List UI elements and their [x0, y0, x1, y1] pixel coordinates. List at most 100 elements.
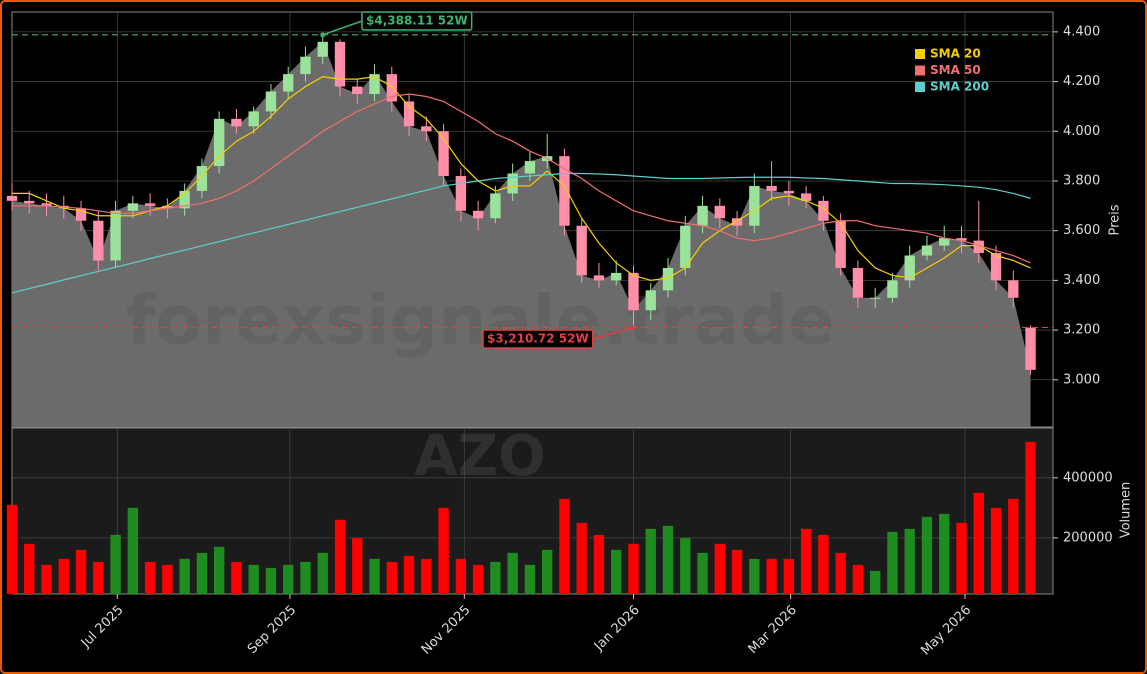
legend-label: SMA 200	[930, 80, 989, 94]
candle-body	[559, 156, 570, 226]
volume-bar	[300, 561, 311, 594]
candle-body	[576, 225, 587, 276]
volume-bar	[662, 525, 674, 594]
volume-tick-label: 400000	[1063, 470, 1113, 485]
candle-body	[714, 205, 725, 219]
volume-bar	[507, 552, 518, 594]
legend-swatch	[915, 65, 925, 76]
volume-bar	[645, 528, 656, 594]
volume-bar	[835, 552, 846, 594]
candle-body	[144, 203, 156, 206]
candle-body	[490, 193, 501, 219]
candle-body	[24, 200, 35, 204]
volume-tick-label: 200000	[1063, 530, 1113, 545]
volume-bar	[421, 558, 432, 594]
candle-body	[248, 111, 259, 127]
volume-bar	[93, 561, 104, 594]
candle-body	[421, 126, 432, 132]
y-tick-label: 4.400	[1063, 24, 1100, 39]
candle-body	[956, 238, 967, 241]
volume-bar	[870, 570, 881, 594]
volume-bar	[783, 558, 795, 594]
candle-body	[93, 220, 104, 261]
volume-bar	[24, 543, 35, 594]
candle-body	[300, 56, 311, 75]
candle-body	[904, 255, 915, 281]
volume-bar	[41, 564, 52, 594]
candle-body	[75, 208, 87, 221]
volume-bar	[75, 549, 87, 594]
volume-bar	[110, 534, 121, 594]
volume-bar	[714, 543, 725, 594]
sma-line	[12, 93, 1031, 264]
candle-body	[783, 190, 795, 194]
volume-bar	[1008, 498, 1019, 594]
volume-bar	[887, 531, 898, 594]
volume-bar	[455, 558, 467, 594]
candle-body	[6, 195, 18, 201]
volume-bar	[576, 522, 587, 594]
volume-bar	[369, 558, 380, 594]
candle-body	[870, 297, 881, 299]
volume-bar	[973, 492, 984, 594]
volume-bar	[749, 558, 760, 594]
candle-body	[1008, 280, 1019, 298]
volume-bar	[541, 549, 553, 594]
candle-body	[231, 118, 242, 127]
candle-body	[162, 205, 173, 209]
volume-bar	[283, 564, 294, 594]
candle-body	[835, 220, 846, 268]
volume-bar	[956, 522, 967, 594]
y-tick-label: 3.200	[1063, 323, 1100, 338]
candle-body	[507, 173, 518, 194]
volume-bar	[248, 564, 259, 594]
volume-bar	[472, 564, 484, 594]
volume-bar	[628, 543, 639, 594]
volume-bar	[403, 555, 415, 594]
candle-body	[179, 190, 190, 209]
legend-swatch	[915, 49, 925, 59]
annotation-arrow	[592, 326, 634, 340]
volume-bar	[231, 561, 242, 594]
candle-body	[265, 91, 277, 112]
volume-bar	[939, 513, 950, 594]
candle-body	[973, 240, 984, 254]
volume-bar	[524, 564, 536, 594]
volume-bar	[611, 549, 622, 594]
close-area	[12, 41, 1031, 427]
volume-bar	[144, 561, 156, 594]
y-tick-label: 4.000	[1063, 124, 1100, 139]
volume-bar	[818, 534, 829, 594]
volume-bar	[731, 549, 743, 594]
volume-axis-label: Volumen	[1119, 482, 1134, 539]
y-tick-label: 3.400	[1063, 273, 1100, 288]
candle-body	[1025, 327, 1036, 370]
annotation-arrow-head	[320, 32, 326, 38]
legend-label: SMA 20	[930, 47, 981, 61]
candle-body	[731, 218, 743, 226]
candle-body	[818, 200, 829, 221]
volume-bar	[852, 564, 864, 594]
candle-body	[196, 166, 208, 191]
candle-body	[593, 275, 605, 281]
annotation-arrow-head	[630, 324, 636, 330]
volume-bar	[196, 552, 208, 594]
y-axis-label: Preis	[1108, 204, 1123, 235]
candle-body	[852, 267, 864, 298]
watermark-symbol: AZO	[414, 424, 546, 489]
volume-bar	[438, 507, 449, 594]
candle-body	[662, 267, 674, 291]
volume-bar	[766, 558, 777, 594]
candle-body	[455, 176, 467, 211]
sma-line	[12, 75, 1031, 281]
y-tick-label: 3.600	[1063, 223, 1100, 238]
volume-bar	[179, 558, 190, 594]
candle-body	[386, 74, 397, 102]
candle-body	[317, 41, 328, 57]
candle-body	[127, 203, 139, 211]
volume-bar	[800, 528, 812, 594]
volume-bar	[317, 552, 328, 594]
candle-body	[283, 74, 294, 92]
